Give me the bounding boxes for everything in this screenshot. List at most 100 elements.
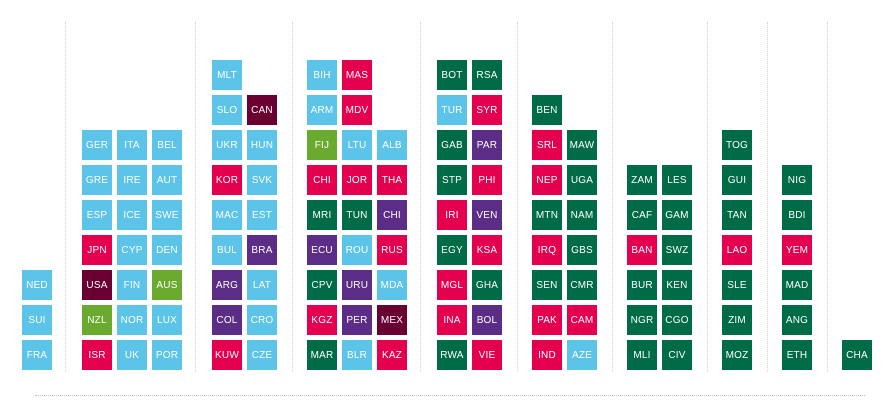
country-tile-rus: RUS: [377, 235, 407, 265]
country-tile-lat: LAT: [247, 270, 277, 300]
country-tile-fra: FRA: [22, 340, 52, 370]
country-tile-kaz: KAZ: [377, 340, 407, 370]
country-tile-kuw: KUW: [212, 340, 242, 370]
column-separator: [767, 22, 768, 372]
country-tile-bot: BOT: [437, 60, 467, 90]
country-tile-mda: MDA: [377, 270, 407, 300]
country-tile-srl: SRL: [532, 130, 562, 160]
country-tile-uru: URU: [342, 270, 372, 300]
country-tile-cam: CAM: [567, 305, 597, 335]
country-tile-cpv: CPV: [307, 270, 337, 300]
country-tile-ina: INA: [437, 305, 467, 335]
country-tile-rsa: RSA: [472, 60, 502, 90]
country-tile-uk: UK: [117, 340, 147, 370]
country-tile-usa: USA: [82, 270, 112, 300]
country-tile-gre: GRE: [82, 165, 112, 195]
country-tile-stp: STP: [437, 165, 467, 195]
country-tile-por: POR: [152, 340, 182, 370]
country-tile-mex: MEX: [377, 305, 407, 335]
country-tile-sen: SEN: [532, 270, 562, 300]
country-tile-zim: ZIM: [722, 305, 752, 335]
country-tile-est: EST: [247, 200, 277, 230]
country-tile-bur: BUR: [627, 270, 657, 300]
country-tile-nig: NIG: [782, 165, 812, 195]
country-tile-zam: ZAM: [627, 165, 657, 195]
country-tile-ben: BEN: [532, 95, 562, 125]
country-tile-lao: LAO: [722, 235, 752, 265]
country-tile-mtn: MTN: [532, 200, 562, 230]
country-tile-yem: YEM: [782, 235, 812, 265]
country-tile-rwa: RWA: [437, 340, 467, 370]
country-tile-gui: GUI: [722, 165, 752, 195]
country-tile-cro: CRO: [247, 305, 277, 335]
country-tile-gam: GAM: [662, 200, 692, 230]
country-tile-arm: ARM: [307, 95, 337, 125]
country-tile-rou: ROU: [342, 235, 372, 265]
country-tile-bra: BRA: [247, 235, 277, 265]
country-tile-can: CAN: [247, 95, 277, 125]
country-tile-aze: AZE: [567, 340, 597, 370]
country-tile-bul: BUL: [212, 235, 242, 265]
country-tile-chi: CHI: [377, 200, 407, 230]
country-tile-tur: TUR: [437, 95, 467, 125]
country-tile-mli: MLI: [627, 340, 657, 370]
country-tile-eth: ETH: [782, 340, 812, 370]
country-tile-gha: GHA: [472, 270, 502, 300]
country-tile-gab: GAB: [437, 130, 467, 160]
country-tile-tun: TUN: [342, 200, 372, 230]
country-tile-ban: BAN: [627, 235, 657, 265]
country-tile-moz: MOZ: [722, 340, 752, 370]
country-tile-sle: SLE: [722, 270, 752, 300]
country-tile-ksa: KSA: [472, 235, 502, 265]
country-tile-cyp: CYP: [117, 235, 147, 265]
country-tile-kor: KOR: [212, 165, 242, 195]
country-tile-caf: CAF: [627, 200, 657, 230]
country-tile-vie: VIE: [472, 340, 502, 370]
column-separator: [827, 22, 828, 372]
country-tile-ice: ICE: [117, 200, 147, 230]
country-tile-aut: AUT: [152, 165, 182, 195]
country-tile-mas: MAS: [342, 60, 372, 90]
country-tile-mgl: MGL: [437, 270, 467, 300]
country-tile-mad: MAD: [782, 270, 812, 300]
country-tile-ngr: NGR: [627, 305, 657, 335]
country-tile-syr: SYR: [472, 95, 502, 125]
country-tile-chi: CHI: [307, 165, 337, 195]
country-tile-cze: CZE: [247, 340, 277, 370]
column-separator: [195, 22, 196, 372]
country-tile-svk: SVK: [247, 165, 277, 195]
country-tile-ecu: ECU: [307, 235, 337, 265]
country-tile-maw: MAW: [567, 130, 597, 160]
country-tile-mlt: MLT: [212, 60, 242, 90]
baseline: [35, 395, 865, 396]
country-tile-nor: NOR: [117, 305, 147, 335]
country-tile-arg: ARG: [212, 270, 242, 300]
country-tile-sui: SUI: [22, 305, 52, 335]
country-tile-nam: NAM: [567, 200, 597, 230]
country-tile-col: COL: [212, 305, 242, 335]
country-tile-lux: LUX: [152, 305, 182, 335]
country-tile-uga: UGA: [567, 165, 597, 195]
country-tile-tan: TAN: [722, 200, 752, 230]
country-tile-nzl: NZL: [82, 305, 112, 335]
column-separator: [65, 22, 66, 372]
column-separator: [517, 22, 518, 372]
country-tile-les: LES: [662, 165, 692, 195]
column-separator: [612, 22, 613, 372]
country-tile-pak: PAK: [532, 305, 562, 335]
country-tile-ger: GER: [82, 130, 112, 160]
country-tile-jpn: JPN: [82, 235, 112, 265]
country-tile-ang: ANG: [782, 305, 812, 335]
country-tile-blr: BLR: [342, 340, 372, 370]
country-tile-ned: NED: [22, 270, 52, 300]
country-tile-bih: BIH: [307, 60, 337, 90]
country-tile-tha: THA: [377, 165, 407, 195]
country-tile-ven: VEN: [472, 200, 502, 230]
country-tile-ire: IRE: [117, 165, 147, 195]
country-tile-cmr: CMR: [567, 270, 597, 300]
country-tile-egy: EGY: [437, 235, 467, 265]
country-tile-bdi: BDI: [782, 200, 812, 230]
country-tile-swe: SWE: [152, 200, 182, 230]
country-tile-tog: TOG: [722, 130, 752, 160]
